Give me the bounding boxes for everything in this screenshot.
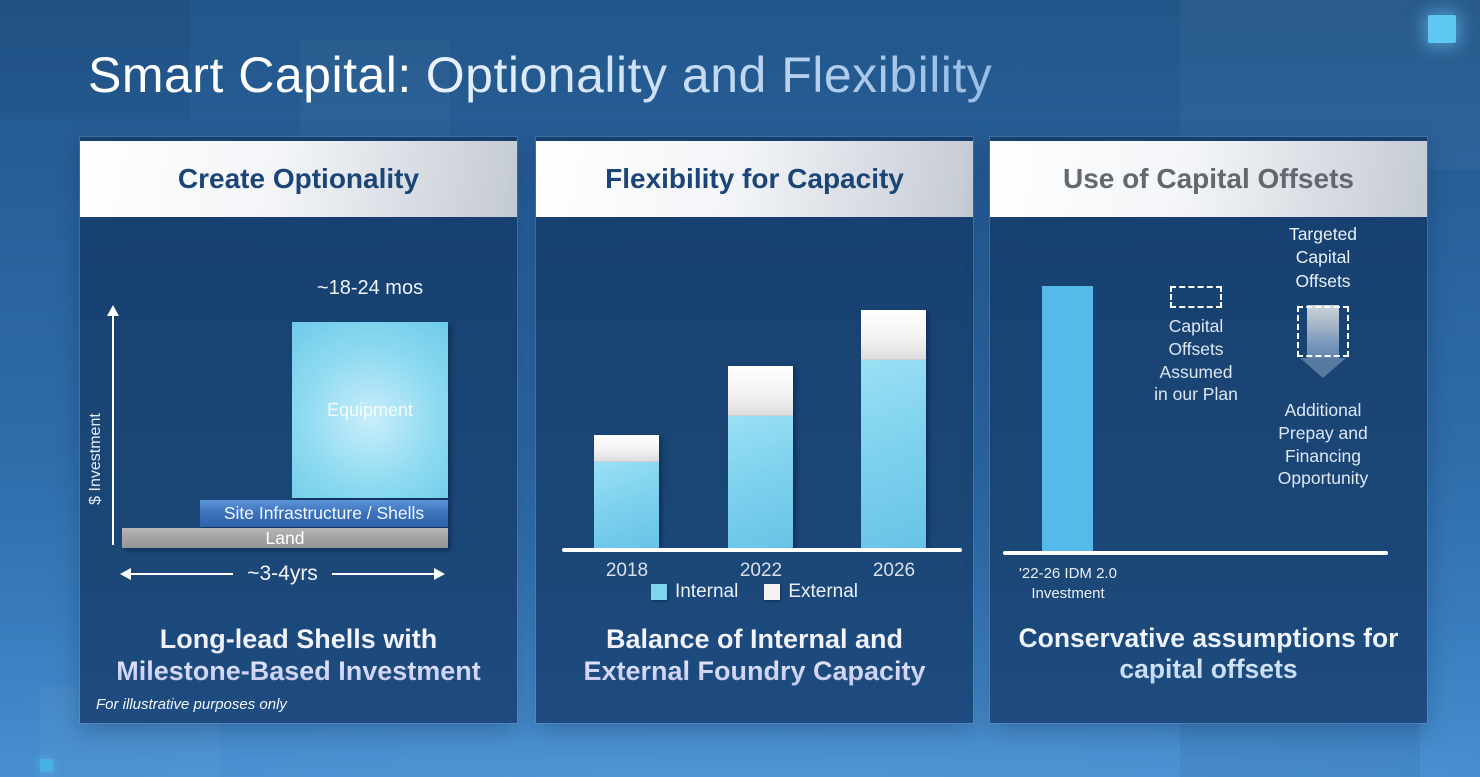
title-part-1: Smart Capital: bbox=[88, 47, 412, 103]
investment-bar-label: '22-26 IDM 2.0 Investment bbox=[1019, 565, 1117, 603]
accent-square-icon bbox=[40, 759, 53, 772]
targeted-offsets-text: Targeted Capital Offsets bbox=[1288, 224, 1358, 291]
panel-caption: Conservative assumptions for capital off… bbox=[990, 623, 1427, 685]
capital-offsets-dashed-box bbox=[1170, 286, 1222, 308]
duration-top-label: ~18-24 mos bbox=[316, 277, 424, 299]
panel-caption: Balance of Internal and External Foundry… bbox=[536, 624, 973, 687]
bar-2026 bbox=[861, 310, 926, 548]
panel-caption: Long-lead Shells with Milestone-Based In… bbox=[80, 624, 517, 687]
background-pattern-square bbox=[0, 0, 190, 120]
caption-line-2: Milestone-Based Investment bbox=[116, 655, 481, 686]
down-arrow-icon bbox=[1300, 358, 1346, 378]
page-title: Smart Capital: Optionality and Flexibilit… bbox=[88, 46, 992, 104]
external-swatch-icon bbox=[764, 584, 781, 600]
x-axis-line bbox=[1003, 551, 1388, 555]
equipment-label: Equipment bbox=[326, 399, 414, 420]
y-axis-arrow-up-icon bbox=[107, 305, 119, 316]
duration-bottom-label: ~3-4yrs bbox=[247, 562, 318, 585]
capacity-bar-chart bbox=[536, 137, 973, 552]
x-tick-2018: 2018 bbox=[605, 560, 649, 581]
panel-flexibility-for-capacity: Flexibility for Capacity 2018 2022 2026 … bbox=[536, 137, 973, 723]
caption-line-2: External Foundry Capacity bbox=[583, 655, 926, 686]
bar-2018-internal-segment bbox=[594, 462, 659, 548]
x-axis-line bbox=[562, 548, 962, 552]
chart-legend: Internal External bbox=[536, 581, 973, 603]
panel-header: Flexibility for Capacity bbox=[536, 141, 973, 217]
bar-2022 bbox=[728, 366, 793, 548]
equipment-box: Equipment bbox=[292, 322, 448, 498]
caption-line-1: Balance of Internal and bbox=[605, 624, 904, 654]
legend-item-external: External bbox=[764, 581, 858, 603]
accent-square-icon bbox=[1428, 15, 1456, 43]
arrow-line bbox=[131, 573, 234, 575]
panel-use-of-capital-offsets: Use of Capital Offsets '22-26 IDM 2.0 In… bbox=[990, 137, 1427, 723]
land-bar: Land bbox=[122, 528, 448, 548]
arrow-left-icon bbox=[120, 568, 131, 580]
legend-external-label: External bbox=[788, 581, 859, 602]
caption-line-1: Conservative assumptions for bbox=[1018, 623, 1399, 653]
panel-create-optionality: Create Optionality ~18-24 mos Equipment … bbox=[80, 137, 517, 723]
investment-bar bbox=[1042, 286, 1093, 551]
arrow-right-icon bbox=[434, 568, 446, 580]
internal-swatch-icon bbox=[650, 584, 667, 600]
site-infrastructure-bar: Site Infrastructure / Shells bbox=[200, 500, 448, 527]
x-tick-2026: 2026 bbox=[872, 560, 916, 581]
bar-2018 bbox=[594, 435, 659, 548]
title-part-2: Optionality and Flexibility bbox=[425, 47, 993, 103]
assumed-in-plan-text: Capital Offsets Assumed in our Plan bbox=[1154, 316, 1238, 405]
bar-2026-internal-segment bbox=[861, 360, 926, 548]
y-axis-label: $ Investment bbox=[87, 413, 104, 505]
land-label: Land bbox=[265, 527, 305, 548]
panel-header: Create Optionality bbox=[80, 141, 517, 217]
arrow-line bbox=[331, 573, 435, 575]
targeted-offsets-dashed-box bbox=[1297, 306, 1349, 357]
bar-2018-external-segment bbox=[594, 435, 659, 462]
caption-line-1: Long-lead Shells with bbox=[159, 624, 438, 654]
bar-2022-external-segment bbox=[728, 366, 793, 416]
bar-2026-external-segment bbox=[861, 310, 926, 360]
y-axis-line bbox=[112, 315, 114, 545]
caption-line-2: capital offsets bbox=[1119, 654, 1298, 684]
site-infrastructure-label: Site Infrastructure / Shells bbox=[223, 503, 425, 523]
duration-bottom-arrow: ~3-4yrs bbox=[120, 562, 446, 585]
x-tick-2022: 2022 bbox=[739, 560, 783, 581]
additional-opportunity-text: Additional Prepay and Financing Opportun… bbox=[1277, 400, 1369, 489]
legend-item-internal: Internal bbox=[650, 581, 739, 603]
down-arrow-shaft bbox=[1307, 305, 1339, 359]
offsets-bar-chart bbox=[990, 137, 1427, 555]
legend-internal-label: Internal bbox=[674, 581, 739, 602]
bar-2022-internal-segment bbox=[728, 416, 793, 548]
panel-header: Use of Capital Offsets bbox=[990, 141, 1427, 217]
footnote: For illustrative purposes only bbox=[96, 696, 287, 713]
